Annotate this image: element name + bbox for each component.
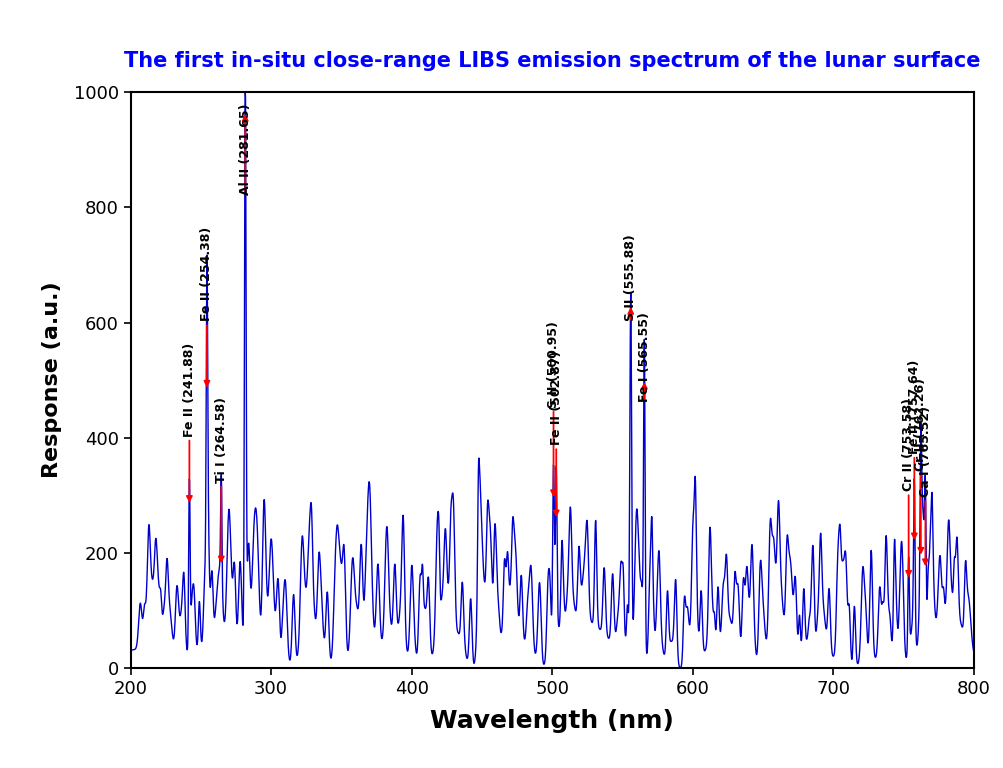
Text: Fe I (565.55): Fe I (565.55) <box>637 312 650 402</box>
Text: Ti I (264.58): Ti I (264.58) <box>215 397 228 483</box>
Text: Fe II (502.87): Fe II (502.87) <box>550 351 562 445</box>
Text: Cr II (753.58): Cr II (753.58) <box>902 399 914 492</box>
X-axis label: Wavelength (nm): Wavelength (nm) <box>430 709 673 733</box>
Title: The first in-situ close-range LIBS emission spectrum of the lunar surface: The first in-situ close-range LIBS emiss… <box>123 51 980 71</box>
Text: Fe II (241.88): Fe II (241.88) <box>183 343 196 436</box>
Text: Fe II (254.38): Fe II (254.38) <box>201 227 214 321</box>
Text: Al II (281.65): Al II (281.65) <box>239 103 252 195</box>
Y-axis label: Response (a.u.): Response (a.u.) <box>42 282 62 478</box>
Text: Cr II (762.26): Cr II (762.26) <box>914 378 927 472</box>
Text: S II (500.95): S II (500.95) <box>547 321 560 408</box>
Text: Ca I (765.52): Ca I (765.52) <box>918 406 931 497</box>
Text: Fe II (757.64): Fe II (757.64) <box>907 359 920 454</box>
Text: S II (555.88): S II (555.88) <box>624 235 637 321</box>
